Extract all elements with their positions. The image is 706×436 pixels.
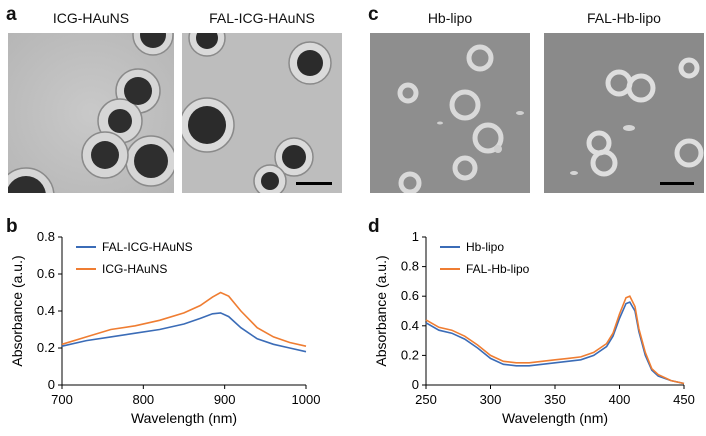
y-tick-label: 0 <box>412 377 419 392</box>
absorbance-chart-b: 0 0.2 0.4 0.6 0.8 700 800 900 1000 Wavelength (nm… <box>9 229 321 426</box>
legend-label: Hb-lipo <box>466 240 504 254</box>
tem-image-fal-icg-hauns <box>182 33 342 193</box>
y-tick-label: 0.6 <box>401 288 419 303</box>
legend-label: ICG-HAuNS <box>102 262 167 276</box>
y-axis-label: Absorbance (a.u.) <box>373 255 389 366</box>
image-label-fal-icg-hauns: FAL-ICG-HAuNS <box>209 10 315 26</box>
y-tick-label: 0 <box>48 377 55 392</box>
x-axis-label: Wavelength (nm) <box>131 410 237 426</box>
image-label-hb-lipo: Hb-lipo <box>427 10 473 26</box>
y-tick-label: 0.6 <box>37 266 55 281</box>
panel-letter-c: c <box>368 4 379 25</box>
y-tick-label: 1 <box>412 229 419 244</box>
legend-label: FAL-Hb-lipo <box>466 262 530 276</box>
series-line-fal-icg-hauns <box>61 312 307 353</box>
panel-letter-a: a <box>6 4 17 25</box>
x-tick-label: 900 <box>214 392 236 407</box>
series-line-fal-hb-lipo <box>425 295 685 385</box>
y-tick-label: 0.8 <box>37 229 55 244</box>
y-tick-label: 0.2 <box>37 340 55 355</box>
y-axis-label: Absorbance (a.u.) <box>9 255 25 366</box>
tem-image-fal-hb-lipo <box>544 33 704 193</box>
absorbance-chart-d: 0 0.2 0.4 0.6 0.8 1 250 300 350 400 450 Wavelength … <box>373 229 695 426</box>
image-label-icg-hauns: ICG-HAuNS <box>52 10 130 26</box>
tem-image-icg-hauns <box>8 33 174 193</box>
x-tick-label: 1000 <box>292 392 321 407</box>
x-axis-label: Wavelength (nm) <box>502 410 608 426</box>
x-tick-label: 250 <box>415 392 437 407</box>
panel-letter-d: d <box>368 216 380 237</box>
scale-bar <box>296 182 332 185</box>
image-label-fal-hb-lipo: FAL-Hb-lipo <box>587 10 661 26</box>
y-tick-label: 0.8 <box>401 259 419 274</box>
scale-bar <box>660 182 694 185</box>
x-tick-label: 400 <box>609 392 631 407</box>
legend-label: FAL-ICG-HAuNS <box>102 240 193 254</box>
y-tick-label: 0.4 <box>401 318 419 333</box>
x-tick-label: 350 <box>544 392 566 407</box>
series-line-hb-lipo <box>425 301 685 385</box>
panel-letter-b: b <box>6 216 18 237</box>
tem-image-hb-lipo <box>370 33 530 193</box>
x-tick-label: 800 <box>132 392 154 407</box>
x-tick-label: 300 <box>480 392 502 407</box>
y-tick-label: 0.2 <box>401 347 419 362</box>
y-tick-label: 0.4 <box>37 303 55 318</box>
series-line-icg-hauns <box>61 291 307 347</box>
x-tick-label: 450 <box>673 392 695 407</box>
x-tick-label: 700 <box>51 392 73 407</box>
